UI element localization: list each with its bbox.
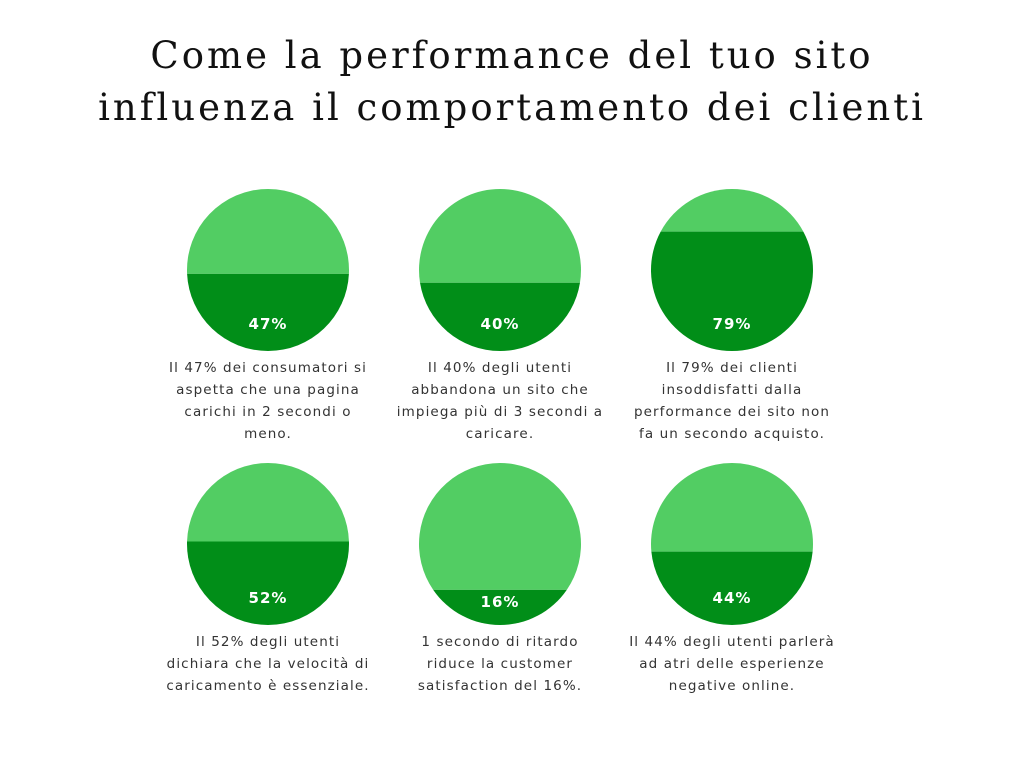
pie-chart-3: 79%: [651, 188, 813, 351]
stat-card-4: 52% Il 52% degli utenti dichiara che la …: [148, 462, 388, 697]
stat-caption-2: Il 40% degli utenti abbandona un sito ch…: [396, 360, 604, 442]
pie-slice-rest-1: [187, 188, 349, 274]
pie-chart-6: 44%: [651, 463, 813, 625]
stat-card-2: 40% Il 40% degli utenti abbandona un sit…: [380, 188, 620, 445]
pie-chart-4: 52%: [187, 462, 349, 625]
stat-caption-1: Il 47% dei consumatori si aspetta che un…: [169, 360, 367, 442]
title-line-2: influenza il comportamento dei clienti: [98, 86, 926, 129]
pie-slice-value-1: [187, 273, 349, 351]
stat-caption-5: 1 secondo di ritardo riduce la customer …: [417, 634, 583, 694]
pie-slice-value-4: [187, 541, 349, 625]
pie-slice-rest-4: [187, 462, 349, 542]
pie-chart-1: 47%: [187, 188, 349, 351]
page-title: Come la performance del tuo sito influen…: [0, 30, 1024, 134]
title-line-1: Come la performance del tuo sito: [150, 34, 874, 77]
stat-caption-4: Il 52% degli utenti dichiara che la velo…: [166, 634, 370, 694]
pie-slice-value-5: [433, 589, 567, 625]
pie-value-label-1: 47%: [249, 315, 288, 333]
pie-slice-rest-5: [419, 463, 581, 590]
pie-slice-rest-6: [651, 463, 813, 552]
pie-value-label-3: 79%: [713, 315, 752, 333]
stat-card-3: 79% Il 79% dei clienti insoddisfatti dal…: [612, 188, 852, 445]
pie-slice-rest-3: [660, 188, 804, 232]
pie-value-label-2: 40%: [481, 315, 520, 333]
pie-slice-rest-2: [419, 188, 581, 283]
pie-slice-value-6: [651, 551, 813, 625]
stat-card-1: 47% Il 47% dei consumatori si aspetta ch…: [148, 188, 388, 445]
stat-caption-3: Il 79% dei clienti insoddisfatti dalla p…: [633, 360, 831, 442]
pie-value-label-5: 16%: [481, 593, 520, 611]
pie-slice-value-3: [651, 231, 813, 351]
pie-value-label-4: 52%: [249, 589, 288, 607]
pie-chart-5: 16%: [419, 463, 581, 625]
stat-card-5: 16% 1 secondo di ritardo riduce la custo…: [380, 462, 620, 697]
stat-caption-6: Il 44% degli utenti parlerà ad atri dell…: [629, 634, 835, 694]
pie-chart-2: 40%: [419, 188, 581, 351]
stat-card-6: 44% Il 44% degli utenti parlerà ad atri …: [612, 462, 852, 697]
pie-slice-value-2: [420, 282, 580, 351]
pie-value-label-6: 44%: [713, 589, 752, 607]
